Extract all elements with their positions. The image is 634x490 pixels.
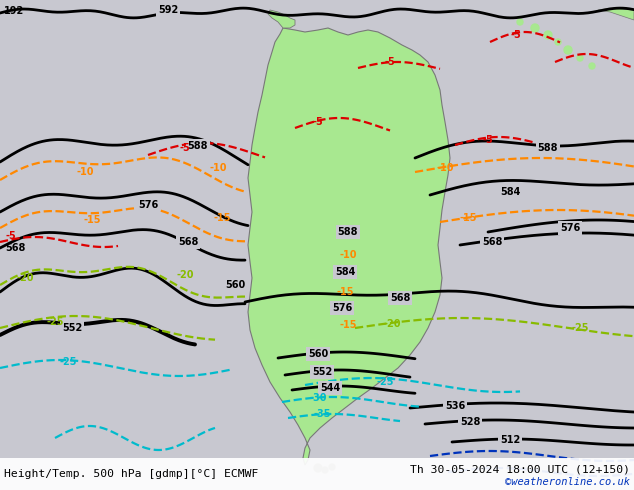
Text: 536: 536 <box>445 401 465 411</box>
Text: 552: 552 <box>62 323 82 333</box>
Text: 576: 576 <box>332 303 352 313</box>
Text: 560: 560 <box>225 280 245 290</box>
Text: -20: -20 <box>383 319 401 329</box>
Text: 568: 568 <box>482 237 502 247</box>
Polygon shape <box>248 28 450 465</box>
Text: -20: -20 <box>176 270 194 280</box>
Text: 560: 560 <box>308 349 328 359</box>
Text: ©weatheronline.co.uk: ©weatheronline.co.uk <box>505 477 630 487</box>
Text: -5: -5 <box>179 143 190 153</box>
Text: -5: -5 <box>482 135 493 145</box>
Text: 584: 584 <box>335 267 355 277</box>
Text: -10: -10 <box>436 163 454 173</box>
Text: -25: -25 <box>376 377 394 387</box>
Text: 512: 512 <box>500 435 520 445</box>
Text: -5: -5 <box>313 117 323 127</box>
Text: 588: 588 <box>538 143 559 153</box>
Text: Th 30-05-2024 18:00 UTC (12+150): Th 30-05-2024 18:00 UTC (12+150) <box>410 464 630 474</box>
Text: 552: 552 <box>312 367 332 377</box>
Text: -5: -5 <box>5 231 16 241</box>
Text: 568: 568 <box>390 293 410 303</box>
Text: -15: -15 <box>336 287 354 297</box>
Text: -10: -10 <box>339 250 357 260</box>
Text: -15: -15 <box>459 213 477 223</box>
Text: -15: -15 <box>339 320 357 330</box>
Text: 568: 568 <box>178 237 198 247</box>
Text: -5: -5 <box>510 30 521 40</box>
Circle shape <box>531 24 539 32</box>
Text: -10: -10 <box>209 163 227 173</box>
Circle shape <box>314 464 322 472</box>
Circle shape <box>564 46 572 54</box>
Text: -5: -5 <box>385 57 396 67</box>
Polygon shape <box>268 10 295 28</box>
Text: 576: 576 <box>138 200 158 210</box>
Polygon shape <box>598 8 634 20</box>
Text: 576: 576 <box>560 223 580 233</box>
Text: 568: 568 <box>5 243 25 253</box>
Text: 544: 544 <box>320 383 340 393</box>
Text: Height/Temp. 500 hPa [gdmp][°C] ECMWF: Height/Temp. 500 hPa [gdmp][°C] ECMWF <box>4 469 259 479</box>
Text: -25: -25 <box>571 323 589 333</box>
Circle shape <box>517 19 523 25</box>
Text: -15: -15 <box>83 215 101 225</box>
Text: -15: -15 <box>213 213 231 223</box>
Circle shape <box>322 467 328 473</box>
Text: 588: 588 <box>188 141 208 151</box>
Text: -35: -35 <box>313 409 331 419</box>
Text: 588: 588 <box>338 227 358 237</box>
Text: -10: -10 <box>76 167 94 177</box>
Circle shape <box>555 39 561 45</box>
Text: -30: -30 <box>309 393 327 403</box>
Text: 192: 192 <box>4 6 24 16</box>
Circle shape <box>544 31 552 39</box>
Circle shape <box>589 63 595 69</box>
Text: 528: 528 <box>460 417 480 427</box>
Circle shape <box>577 55 583 61</box>
Text: 584: 584 <box>500 187 520 197</box>
Text: -20: -20 <box>16 273 34 283</box>
Text: -25: -25 <box>46 317 64 327</box>
Circle shape <box>329 464 335 470</box>
Text: 592: 592 <box>158 5 178 15</box>
Bar <box>0 458 634 490</box>
Text: -25: -25 <box>59 357 77 367</box>
